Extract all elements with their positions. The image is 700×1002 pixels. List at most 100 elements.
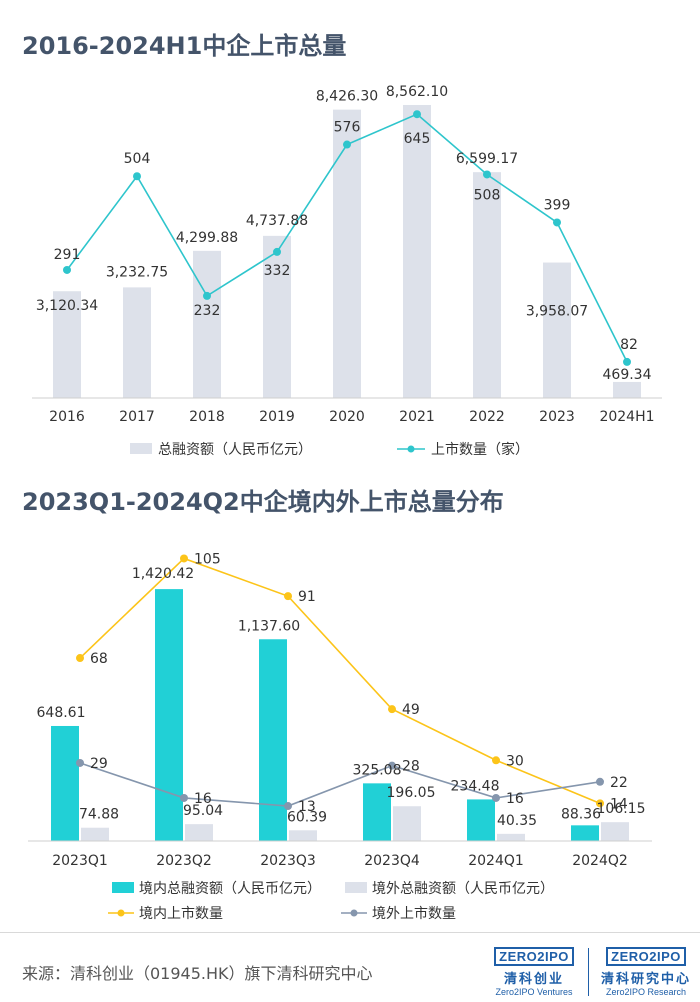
legend-label-line: 上市数量（家） (431, 441, 529, 458)
bar-overseas-financing-2023Q2 (185, 824, 213, 841)
point-listing-count-2017 (133, 172, 141, 181)
point-listing-count-2023 (553, 218, 561, 227)
bar-total-financing-2022 (473, 172, 501, 398)
x-tick-2024Q2: 2024Q2 (572, 853, 628, 869)
bar-domestic-financing-2024Q1 (467, 799, 495, 841)
bar-overseas-financing-2023Q1 (81, 827, 109, 841)
x-tick-2017: 2017 (119, 409, 155, 425)
bar-label-2017: 3,232.75 (106, 264, 168, 280)
bar-label-domestic-2023Q3: 1,137.60 (238, 618, 300, 634)
bar-domestic-financing-2023Q2 (155, 589, 183, 841)
chart2-title: 2023Q1-2024Q2中企境内外上市总量分布 (22, 488, 504, 516)
bar-label-2021: 8,562.10 (386, 84, 448, 100)
line-label-overseas-2023Q4: 28 (402, 759, 420, 775)
legend-label-domestic-bar: 境内总融资额（人民币亿元） (139, 881, 321, 897)
bar-label-2016: 3,120.34 (36, 298, 98, 314)
bar-domestic-financing-2023Q1 (51, 725, 79, 841)
footer-divider (0, 932, 700, 933)
line-domestic-listing-count (79, 557, 601, 805)
bar-label-domestic-2023Q4: 325.08 (353, 762, 402, 778)
bar-label-overseas-2024Q1: 40.35 (497, 813, 537, 829)
bar-total-financing-2018 (193, 250, 221, 398)
line-label-2021: 645 (404, 131, 431, 147)
x-tick-2018: 2018 (189, 409, 225, 425)
logo1-mark: ZERO2IPO (494, 947, 574, 966)
bar-label-overseas-2023Q3: 60.39 (287, 809, 327, 825)
legend-label-overseas-line: 境外上市数量 (372, 905, 456, 922)
logo2-cn: 清科研究中心 (600, 972, 691, 987)
x-tick-2023Q4: 2023Q4 (364, 853, 420, 869)
point-overseas-listing-2023Q3 (284, 802, 292, 811)
x-tick-2020: 2020 (329, 409, 365, 425)
point-listing-count-2019 (273, 247, 281, 256)
line-label-domestic-2024Q1: 30 (506, 753, 524, 769)
bar-label-2018: 4,299.88 (176, 230, 238, 246)
legend-swatch-domestic-dot (117, 909, 125, 917)
x-tick-2019: 2019 (259, 409, 295, 425)
zero2ipo-research-logo: ZERO2IPO 清科研究中心 Zero2IPO Research (596, 946, 696, 997)
point-overseas-listing-2023Q4 (388, 761, 396, 770)
logo-separator (588, 948, 589, 996)
line-label-domestic-2023Q1: 68 (90, 651, 108, 667)
legend-label-domestic-line: 境内上市数量 (139, 905, 223, 922)
bar-label-overseas-2023Q1: 74.88 (79, 807, 119, 823)
bar-label-domestic-2023Q2: 1,420.42 (132, 566, 194, 582)
legend-label-bar: 总融资额（人民币亿元） (158, 442, 312, 458)
line-label-2017: 504 (124, 151, 151, 167)
point-domestic-listing-2024Q1 (492, 756, 500, 765)
point-listing-count-2016 (63, 265, 71, 274)
bar-label-domestic-2024Q1: 234.48 (451, 778, 500, 794)
line-label-domestic-2024Q2: 14 (610, 796, 628, 812)
line-label-2016: 291 (54, 247, 81, 263)
point-listing-count-2022 (483, 170, 491, 179)
x-tick-2023Q2: 2023Q2 (156, 853, 212, 869)
line-label-overseas-2023Q2: 16 (194, 791, 212, 807)
chart1-title: 2016-2024H1中企上市总量 (22, 32, 347, 60)
bar-label-2024H1: 469.34 (603, 367, 652, 383)
line-label-overseas-2023Q3: 13 (298, 799, 316, 815)
bar-label-2019: 4,737.88 (246, 213, 308, 229)
legend-swatch-domestic-bar (112, 882, 134, 893)
bar-label-overseas-2023Q2: 95.04 (183, 803, 223, 819)
bar-label-overseas-2023Q4: 196.05 (387, 785, 436, 801)
x-tick-2024Q1: 2024Q1 (468, 853, 524, 869)
line-label-overseas-2024Q2: 22 (610, 775, 628, 791)
legend-label-overseas-bar: 境外总融资额（人民币亿元） (372, 881, 554, 897)
legend-swatch-bar (130, 443, 152, 454)
line-overseas-listing-count (79, 762, 601, 807)
line-label-domestic-2023Q2: 105 (194, 551, 221, 567)
bar-overseas-financing-2024Q2 (601, 822, 629, 841)
bar-overseas-financing-2023Q4 (393, 806, 421, 841)
legend-swatch-overseas-dot (350, 909, 358, 917)
line-label-domestic-2023Q4: 49 (402, 702, 420, 718)
point-listing-count-2018 (203, 291, 211, 300)
bar-total-financing-2021 (403, 104, 431, 399)
bar-domestic-financing-2024Q2 (571, 825, 599, 841)
logo2-mark: ZERO2IPO (606, 947, 686, 966)
bar-total-financing-2019 (263, 235, 291, 398)
x-tick-2021: 2021 (399, 409, 435, 425)
point-listing-count-2021 (413, 110, 421, 119)
line-label-overseas-2023Q1: 29 (90, 756, 108, 772)
point-listing-count-2020 (343, 140, 351, 149)
point-domestic-listing-2023Q1 (76, 654, 84, 663)
line-label-2024H1: 82 (620, 337, 638, 353)
chart2: 648.61 1,420.42 1,137.60 325.08 234.48 88.36 7… (28, 551, 652, 922)
bar-label-domestic-2024Q2: 88.36 (561, 806, 601, 822)
legend-swatch-line-dot (407, 445, 415, 453)
bar-total-financing-2023 (543, 262, 571, 398)
bar-domestic-financing-2023Q4 (363, 783, 391, 841)
bar-label-2023: 3,958.07 (526, 304, 588, 320)
bar-label-2022: 6,599.17 (456, 151, 518, 167)
source-note: 来源：清科创业（01945.HK）旗下清科研究中心 (22, 964, 373, 983)
point-domestic-listing-2023Q3 (284, 592, 292, 601)
point-domestic-listing-2023Q2 (180, 554, 188, 563)
point-domestic-listing-2023Q4 (388, 705, 396, 714)
bar-label-domestic-2023Q1: 648.61 (37, 705, 86, 721)
bar-total-financing-2020 (333, 109, 361, 398)
x-tick-2016: 2016 (49, 409, 85, 425)
legend-swatch-overseas-bar (345, 882, 367, 893)
point-overseas-listing-2023Q1 (76, 758, 84, 767)
line-label-2022: 508 (474, 187, 501, 203)
line-label-2019: 332 (264, 263, 291, 279)
